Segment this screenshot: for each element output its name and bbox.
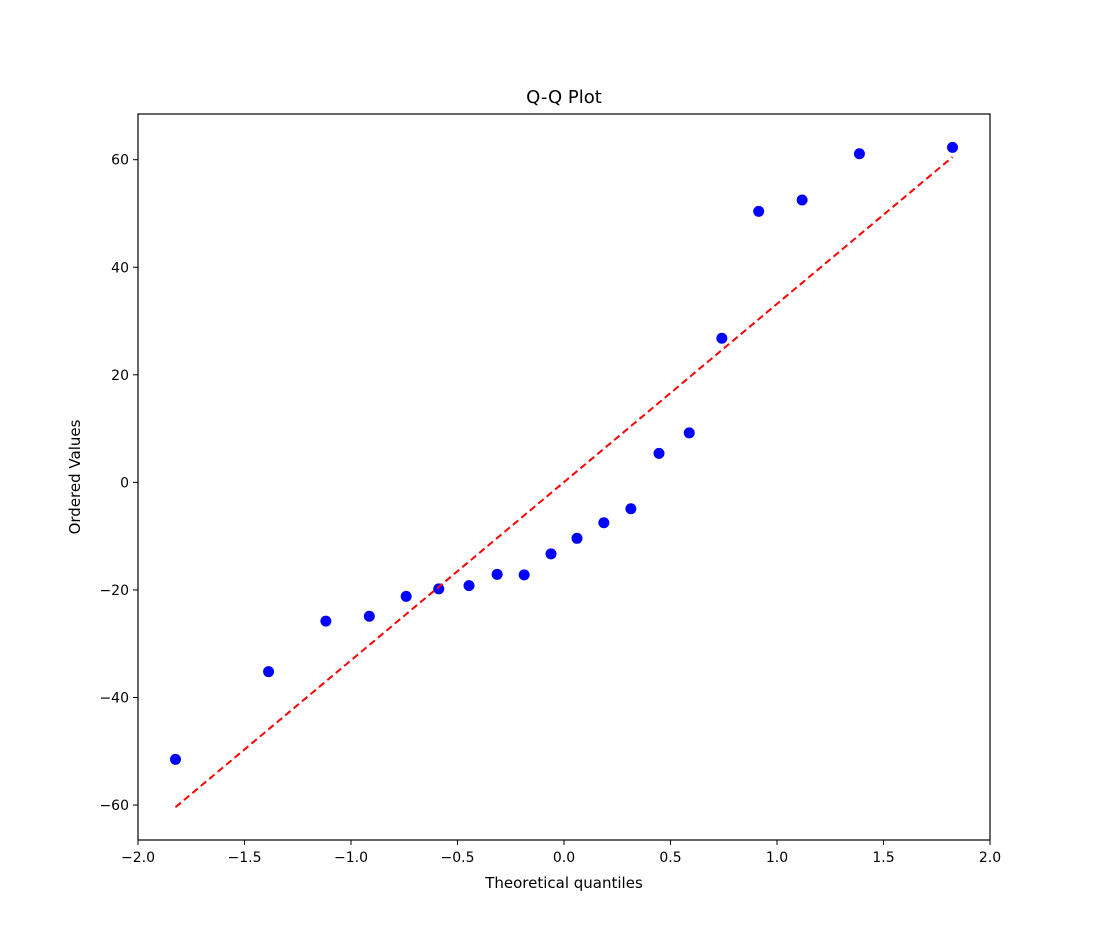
data-point	[683, 427, 695, 439]
x-tick-label: −1.5	[228, 850, 262, 866]
y-tick-label: 0	[120, 475, 129, 491]
data-point	[491, 568, 503, 580]
y-tick-label: −20	[99, 583, 129, 599]
chart-title: Q-Q Plot	[526, 87, 602, 108]
y-axis-title: Ordered Values	[66, 419, 84, 534]
y-tick-label: −40	[99, 690, 129, 706]
data-point	[545, 548, 557, 560]
data-point	[169, 753, 181, 765]
data-point	[753, 205, 765, 217]
data-point	[518, 569, 530, 581]
data-point	[363, 610, 375, 622]
data-point	[853, 148, 865, 160]
x-tick-label: −2.0	[121, 850, 155, 866]
data-point	[320, 615, 332, 627]
y-tick-label: −60	[99, 798, 129, 814]
x-axis-title: Theoretical quantiles	[484, 874, 643, 892]
plot-frame	[137, 113, 991, 841]
plot-area	[169, 141, 959, 808]
data-point	[625, 503, 637, 515]
x-tick-label: 2.0	[979, 850, 1001, 866]
data-point	[263, 666, 275, 678]
data-point	[716, 332, 728, 344]
y-tick-label: 60	[111, 153, 129, 169]
x-tick-label: 1.5	[872, 850, 894, 866]
x-tick-label: 0.0	[553, 850, 575, 866]
data-point	[653, 447, 665, 459]
x-tick-label: −0.5	[441, 850, 475, 866]
data-point	[947, 141, 959, 153]
y-tick-label: 20	[111, 368, 129, 384]
data-point	[400, 590, 412, 602]
x-tick-label: −1.0	[334, 850, 368, 866]
x-tick-label: 0.5	[659, 850, 681, 866]
reference-line	[174, 156, 954, 808]
x-tick-label: 1.0	[766, 850, 788, 866]
x-axis: −2.0 −1.5 −1.0 −0.5 0.0 0.5 1.0 1.5 2.0	[121, 840, 1001, 866]
y-tick-label: 40	[111, 260, 129, 276]
data-point	[598, 517, 610, 529]
data-point	[571, 532, 583, 544]
data-point	[796, 194, 808, 206]
data-point	[463, 580, 475, 592]
data-point	[433, 583, 445, 595]
y-axis: −60 −40 −20 0 20 40 60	[99, 153, 138, 814]
